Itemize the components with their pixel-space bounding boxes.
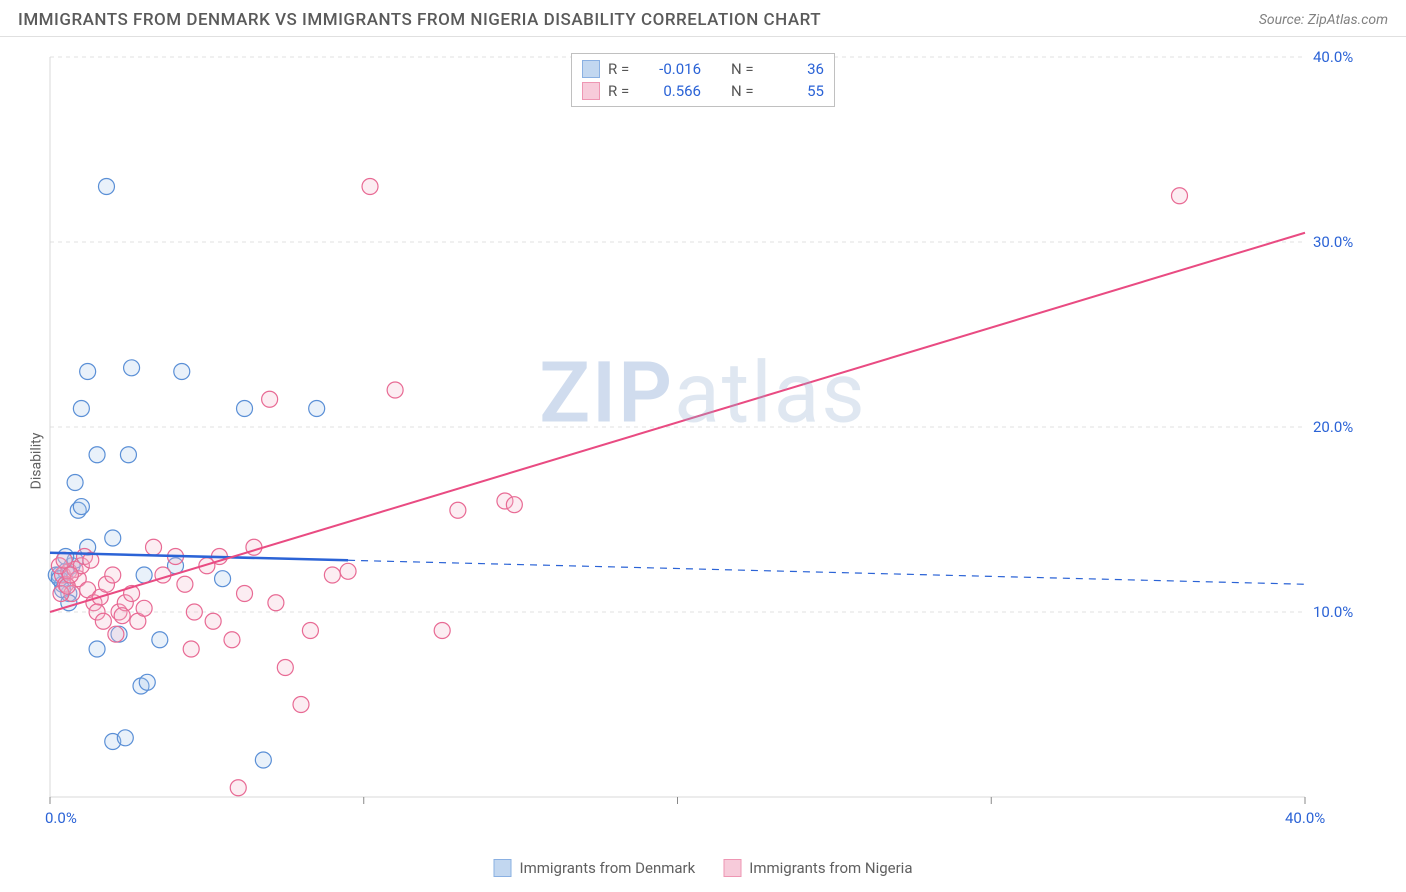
series-swatch-denmark bbox=[494, 859, 512, 877]
series-label-nigeria: Immigrants from Nigeria bbox=[749, 859, 912, 877]
series-legend-item-denmark: Immigrants from Denmark bbox=[494, 859, 696, 877]
svg-text:10.0%: 10.0% bbox=[1313, 603, 1353, 621]
chart-area: Disability 10.0%20.0%30.0%40.0% ZIPatlas… bbox=[0, 37, 1406, 885]
legend-r-label: R = bbox=[608, 60, 638, 78]
svg-text:30.0%: 30.0% bbox=[1313, 233, 1353, 251]
series-legend: Immigrants from Denmark Immigrants from N… bbox=[494, 859, 913, 877]
series-label-denmark: Immigrants from Denmark bbox=[520, 859, 696, 877]
chart-header: IMMIGRANTS FROM DENMARK VS IMMIGRANTS FR… bbox=[0, 0, 1406, 37]
correlation-legend: R = -0.016 N = 36 R = 0.566 N = 55 bbox=[571, 53, 835, 107]
svg-text:40.0%: 40.0% bbox=[1313, 48, 1353, 66]
series-legend-item-nigeria: Immigrants from Nigeria bbox=[723, 859, 912, 877]
x-axis-zero-label: 0.0% bbox=[45, 809, 77, 827]
svg-text:20.0%: 20.0% bbox=[1313, 418, 1353, 436]
x-axis-max-label: 40.0% bbox=[1285, 809, 1325, 827]
legend-swatch-denmark bbox=[582, 60, 600, 78]
legend-row-denmark: R = -0.016 N = 36 bbox=[582, 58, 824, 80]
legend-row-nigeria: R = 0.566 N = 55 bbox=[582, 80, 824, 102]
legend-r-value-denmark: -0.016 bbox=[646, 60, 701, 78]
legend-n-label: N = bbox=[731, 82, 761, 100]
scatter-plot: 10.0% 20.0% 30.0% 40.0% bbox=[40, 47, 1360, 837]
legend-swatch-nigeria bbox=[582, 82, 600, 100]
legend-r-label: R = bbox=[608, 82, 638, 100]
legend-n-label: N = bbox=[731, 60, 761, 78]
chart-title: IMMIGRANTS FROM DENMARK VS IMMIGRANTS FR… bbox=[18, 10, 821, 30]
legend-n-value-denmark: 36 bbox=[769, 60, 824, 78]
chart-source: Source: ZipAtlas.com bbox=[1259, 12, 1388, 28]
legend-n-value-nigeria: 55 bbox=[769, 82, 824, 100]
series-swatch-nigeria bbox=[723, 859, 741, 877]
legend-r-value-nigeria: 0.566 bbox=[646, 82, 701, 100]
